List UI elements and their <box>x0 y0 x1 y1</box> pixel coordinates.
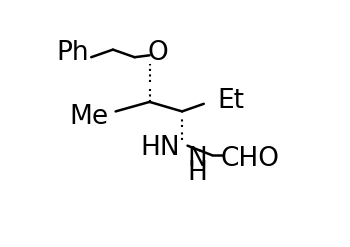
Text: CHO: CHO <box>220 146 279 172</box>
Text: Et: Et <box>217 88 244 114</box>
Text: N: N <box>187 146 207 172</box>
Text: HN: HN <box>141 135 180 161</box>
Text: Me: Me <box>69 104 108 130</box>
Text: H: H <box>187 160 207 186</box>
Text: O: O <box>147 41 168 66</box>
Text: Ph: Ph <box>56 41 89 66</box>
